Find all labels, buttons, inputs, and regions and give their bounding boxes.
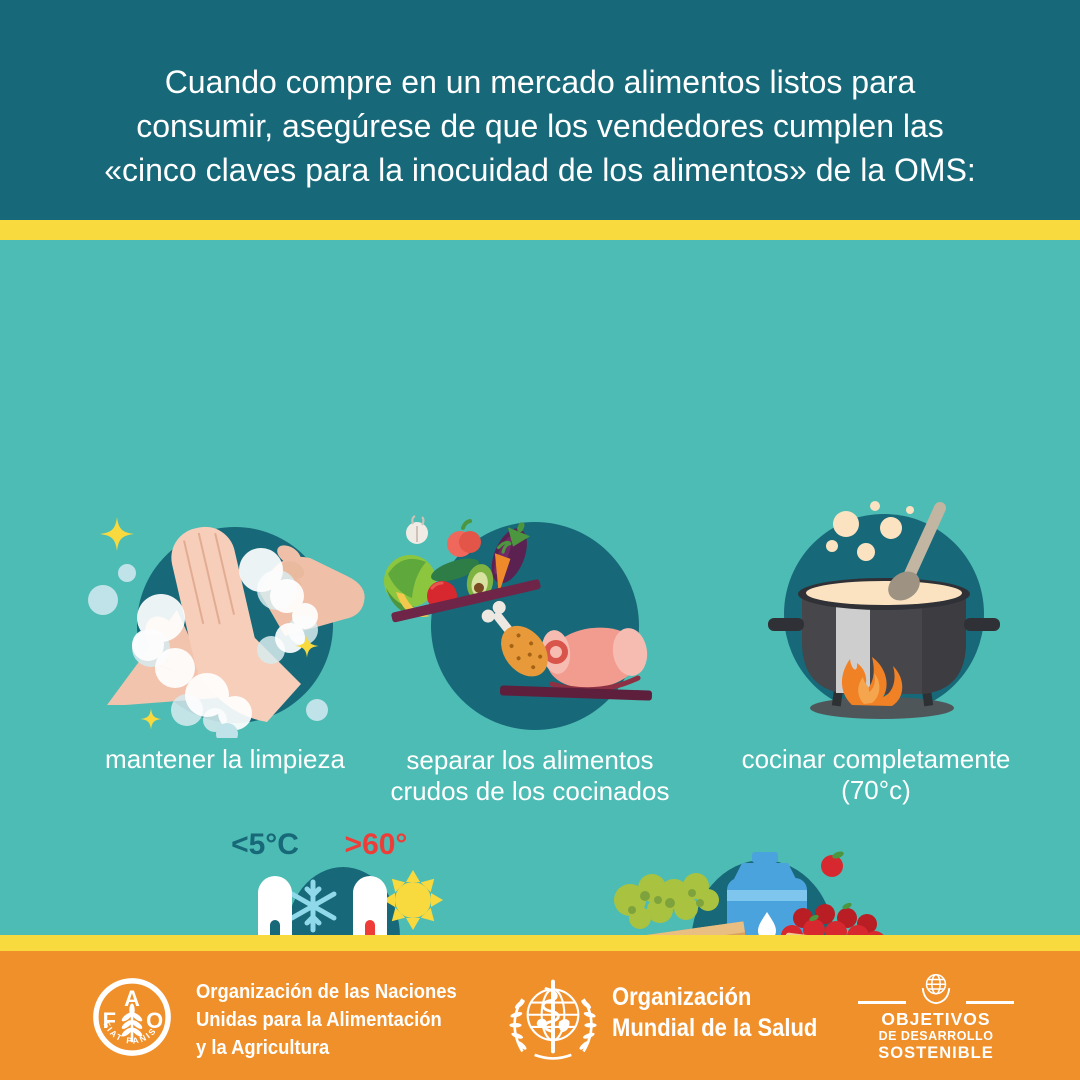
sun-icon: [383, 870, 443, 930]
sdg-label-line: DE DESARROLLO: [878, 1029, 994, 1043]
caption-line: (70°c): [841, 775, 911, 805]
carrot-icon: [494, 540, 512, 594]
hand-washing-icon: [88, 517, 365, 738]
sdg-label-line: SOSTENIBLE: [878, 1044, 994, 1062]
header-line-2: consumir, asegúrese de que los vendedore…: [136, 108, 944, 144]
cold-temperature-label: <5°C: [231, 828, 299, 861]
header-line-1: Cuando compre en un mercado alimentos li…: [164, 64, 916, 100]
footer: F A O FIAT PANIS Organización de las Nac…: [0, 951, 1080, 1080]
divider-bottom: [0, 935, 1080, 951]
svg-text:A: A: [124, 986, 140, 1011]
broccoli-icon: [614, 873, 719, 929]
fire-icon: [841, 657, 903, 706]
key-item-cook: cocinar completamente (70°c): [726, 496, 1026, 806]
header: Cuando compre en un mercado alimentos li…: [0, 0, 1080, 220]
un-sdg-logo: [921, 974, 951, 1005]
fao-label: Organización de las Naciones Unidas para…: [196, 978, 457, 1062]
fao-label-line: y la Agricultura: [196, 1037, 330, 1059]
water-drop-icon: [758, 912, 776, 940]
raw-vs-cooked-foods-icon: [384, 515, 653, 730]
caption-line: separar los alimentos: [406, 745, 654, 775]
garlic-icon: [406, 515, 428, 544]
wheat-icon: [121, 1003, 143, 1043]
key-caption: separar los alimentos crudos de los coci…: [391, 745, 670, 807]
steam-bubbles-icon: [826, 501, 914, 561]
drumstick-icon: [481, 600, 548, 677]
divider-top: [0, 220, 1080, 240]
key-caption: mantener la limpieza: [105, 744, 345, 775]
cooking-pot-icon: [768, 501, 1000, 719]
staff-of-asclepius-icon: [541, 979, 560, 1054]
who-label: Organización Mundial de la Salud: [612, 982, 817, 1044]
fao-label-line: Organización de las Naciones: [196, 981, 457, 1003]
svg-text:F: F: [103, 1008, 116, 1033]
ham-icon: [541, 627, 648, 693]
header-line-3: «cinco claves para la inocuidad de los a…: [104, 152, 976, 188]
sdg-label-line: OBJETIVOS: [881, 1009, 991, 1029]
who-label-line: Mundial de la Salud: [612, 1014, 818, 1042]
spoon-icon: [888, 502, 946, 601]
bubbles-icon: [88, 564, 328, 738]
sdg-divider-right: [966, 1001, 1014, 1004]
fao-label-line: Unidas para la Alimentación: [196, 1009, 442, 1031]
who-logo: [509, 979, 597, 1060]
caption-line: crudos de los cocinados: [390, 776, 670, 806]
who-label-line: Organización: [612, 983, 752, 1011]
five-keys-section: mantener la limpieza: [0, 240, 1080, 1080]
sparkle-icon: [100, 517, 319, 730]
hot-temperature-label: >60°: [344, 828, 408, 861]
snowflake-icon: [289, 879, 337, 933]
caption-line: mantener la limpieza: [105, 744, 345, 774]
laurel-wreath-icon: [509, 998, 597, 1060]
header-title: Cuando compre en un mercado alimentos li…: [0, 0, 1080, 192]
fao-logo: F A O FIAT PANIS: [93, 978, 171, 1056]
key-item-separate: separar los alimentos crudos de los coci…: [370, 496, 690, 807]
key-caption: cocinar completamente (70°c): [742, 744, 1011, 806]
sdg-block: OBJETIVOS DE DESARROLLO SOSTENIBLE: [856, 971, 1016, 1063]
meat-shelf: [499, 685, 653, 701]
caption-line: cocinar completamente: [741, 744, 1011, 774]
vegetable-shelf: [391, 579, 541, 623]
temperature-labels: <5°C >60°: [185, 828, 485, 862]
pepper-icon: [447, 519, 481, 557]
sdg-divider-left: [858, 1001, 906, 1004]
svg-text:O: O: [146, 1008, 163, 1033]
key-item-clean: mantener la limpieza: [65, 498, 385, 775]
